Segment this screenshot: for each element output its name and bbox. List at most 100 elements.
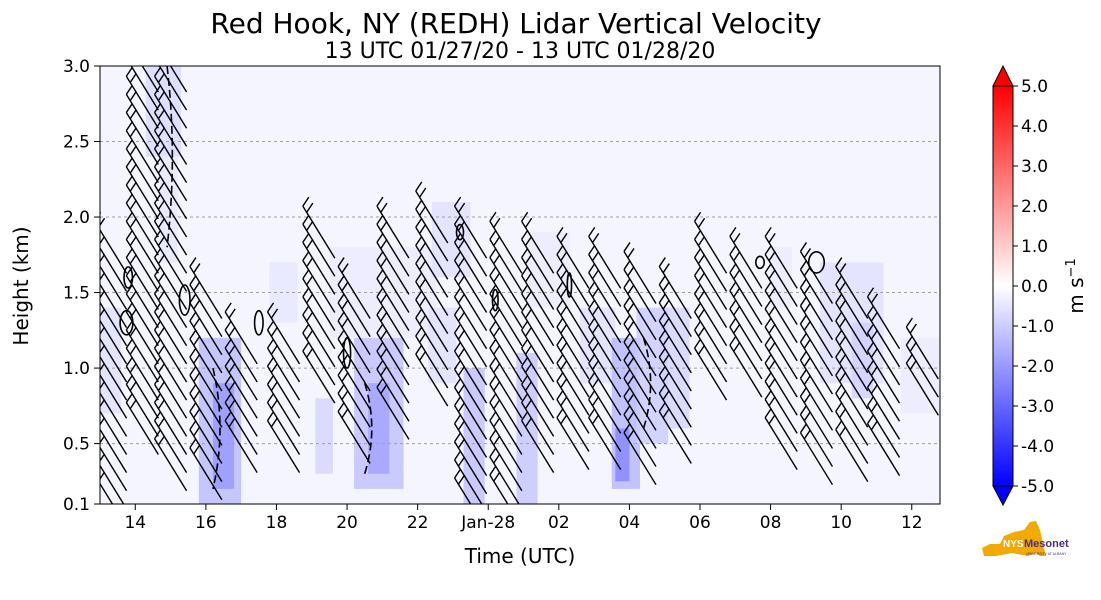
wind-barb-flag	[189, 293, 197, 304]
wind-barb-shaft	[376, 314, 410, 368]
wind-barb	[125, 393, 159, 455]
wind-barb-flag	[560, 341, 568, 352]
wind-barb	[100, 320, 128, 383]
x-tick-label: 02	[548, 513, 570, 533]
wind-barb-flag	[415, 326, 423, 337]
velocity-cell	[851, 322, 873, 399]
contour	[807, 250, 826, 274]
wind-barb-shaft	[189, 338, 223, 392]
wind-barb	[521, 302, 555, 365]
wind-barb-flag	[588, 353, 596, 364]
wind-barb-flag	[100, 344, 106, 354]
wind-barb-flag	[154, 374, 162, 385]
wind-barb	[100, 338, 128, 401]
wind-barb-shaft	[100, 301, 128, 347]
wind-barb-flag	[193, 444, 201, 455]
wind-barb-flag	[698, 290, 706, 301]
wind-barb-flag	[733, 269, 741, 279]
wind-barb-flag	[306, 257, 314, 267]
wind-barb-flag	[764, 371, 772, 382]
wind-barb-flag	[592, 269, 600, 279]
wind-barb-flag	[768, 323, 776, 334]
wind-barb-shaft	[835, 429, 869, 483]
wind-barb-flag	[489, 302, 497, 313]
wind-barb	[376, 232, 410, 295]
wind-barb	[658, 329, 692, 392]
wind-barb	[866, 287, 901, 350]
wind-barb	[224, 302, 258, 365]
wind-barb	[453, 341, 488, 404]
wind-barb-shaft	[693, 311, 728, 365]
wind-barb-shaft	[153, 365, 188, 419]
wind-barb-shaft	[189, 429, 223, 483]
wind-barb-shaft	[125, 202, 159, 256]
wind-barb-shaft	[125, 148, 159, 202]
wind-barb	[556, 408, 590, 470]
wind-barb-flag	[302, 196, 310, 207]
wind-barb-flag	[228, 344, 236, 355]
wind-barb	[100, 266, 128, 328]
wind-barb	[556, 317, 590, 380]
wind-barb	[799, 278, 834, 341]
wind-barb-flag	[458, 293, 466, 304]
wind-barb-shaft	[453, 223, 488, 277]
wind-barb-flag	[839, 426, 847, 437]
wind-barb-flag	[125, 374, 133, 385]
wind-barb	[153, 338, 188, 401]
wind-barb-flag	[662, 371, 670, 382]
wind-barb-flag	[662, 317, 670, 328]
wind-barb-flag	[458, 402, 466, 412]
wind-barb	[266, 338, 301, 401]
wind-barb	[521, 338, 555, 401]
wind-barb-flag	[835, 275, 843, 286]
wind-barb	[556, 371, 590, 434]
wind-barb-shaft	[835, 338, 869, 392]
wind-barb	[489, 429, 523, 492]
wind-barb-flag	[306, 238, 314, 249]
wind-barb	[337, 311, 371, 374]
colorbar-tick-label: 4.0	[1021, 117, 1048, 137]
wind-barb-shaft	[521, 238, 555, 292]
wind-barb-shaft	[658, 302, 692, 356]
wind-barb	[489, 411, 523, 473]
wind-barb-flag	[489, 229, 497, 240]
wind-barb-flag	[158, 308, 166, 319]
wind-barb-flag	[376, 377, 384, 388]
wind-barb-flag	[125, 211, 133, 222]
wind-barb-flag	[270, 380, 279, 391]
wind-barb-flag	[627, 338, 635, 349]
colorbar-label-superscript: −1	[1064, 258, 1079, 277]
wind-barb	[799, 423, 834, 486]
wind-barb-flag	[768, 359, 776, 370]
wind-barb	[153, 121, 188, 183]
wind-barb	[799, 387, 834, 449]
wind-barb-flag	[627, 356, 635, 367]
wind-barb-shaft	[153, 130, 188, 183]
wind-barb-shaft	[100, 246, 128, 292]
wind-barb-flag	[129, 145, 137, 156]
wind-barb	[337, 347, 371, 410]
wind-barb-flag	[694, 211, 702, 222]
wind-barb-flag	[799, 405, 808, 415]
wind-barb-flag	[302, 341, 310, 352]
wind-barb-shaft	[100, 428, 128, 473]
wind-barb	[556, 335, 590, 398]
wind-barb-flag	[839, 371, 847, 382]
wind-barb-flag	[341, 299, 349, 310]
wind-barb	[100, 393, 128, 455]
wind-barb-flag	[126, 49, 132, 58]
wind-barb-flag	[525, 254, 533, 264]
wind-barb-shaft	[125, 347, 159, 401]
wind-barb-shaft	[189, 356, 223, 410]
wind-barb-shaft	[153, 329, 188, 383]
wind-barb-flag	[306, 202, 314, 213]
wind-barb	[764, 390, 798, 452]
wind-barb-shaft	[658, 338, 692, 392]
wind-barb-flag	[799, 423, 808, 434]
wind-barb-shaft	[799, 305, 834, 359]
wind-barb-flag	[193, 408, 201, 418]
colorbar-tick-label: -1.0	[1021, 317, 1054, 337]
wind-barb-flag	[419, 278, 427, 289]
wind-barb	[764, 353, 798, 416]
wind-barb-flag	[489, 284, 497, 295]
